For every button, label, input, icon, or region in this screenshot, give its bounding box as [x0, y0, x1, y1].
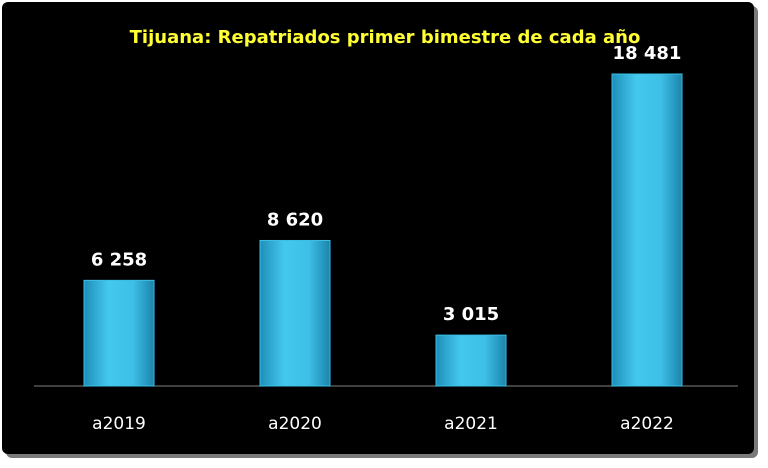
x-tick-label: a2022 — [620, 414, 674, 434]
chart-title: Tijuana: Repatriados primer bimestre de … — [130, 27, 641, 48]
bar — [259, 239, 331, 387]
bar — [435, 334, 507, 387]
x-tick-label: a2020 — [268, 414, 322, 434]
data-label: 6 258 — [91, 249, 147, 270]
data-label: 18 481 — [613, 43, 682, 64]
x-tick-label: a2021 — [444, 414, 498, 434]
bar — [611, 73, 683, 387]
chart-background — [2, 2, 754, 454]
data-label: 8 620 — [267, 209, 323, 230]
bar — [83, 279, 155, 387]
data-label: 3 015 — [443, 304, 499, 325]
x-tick-label: a2019 — [92, 414, 146, 434]
